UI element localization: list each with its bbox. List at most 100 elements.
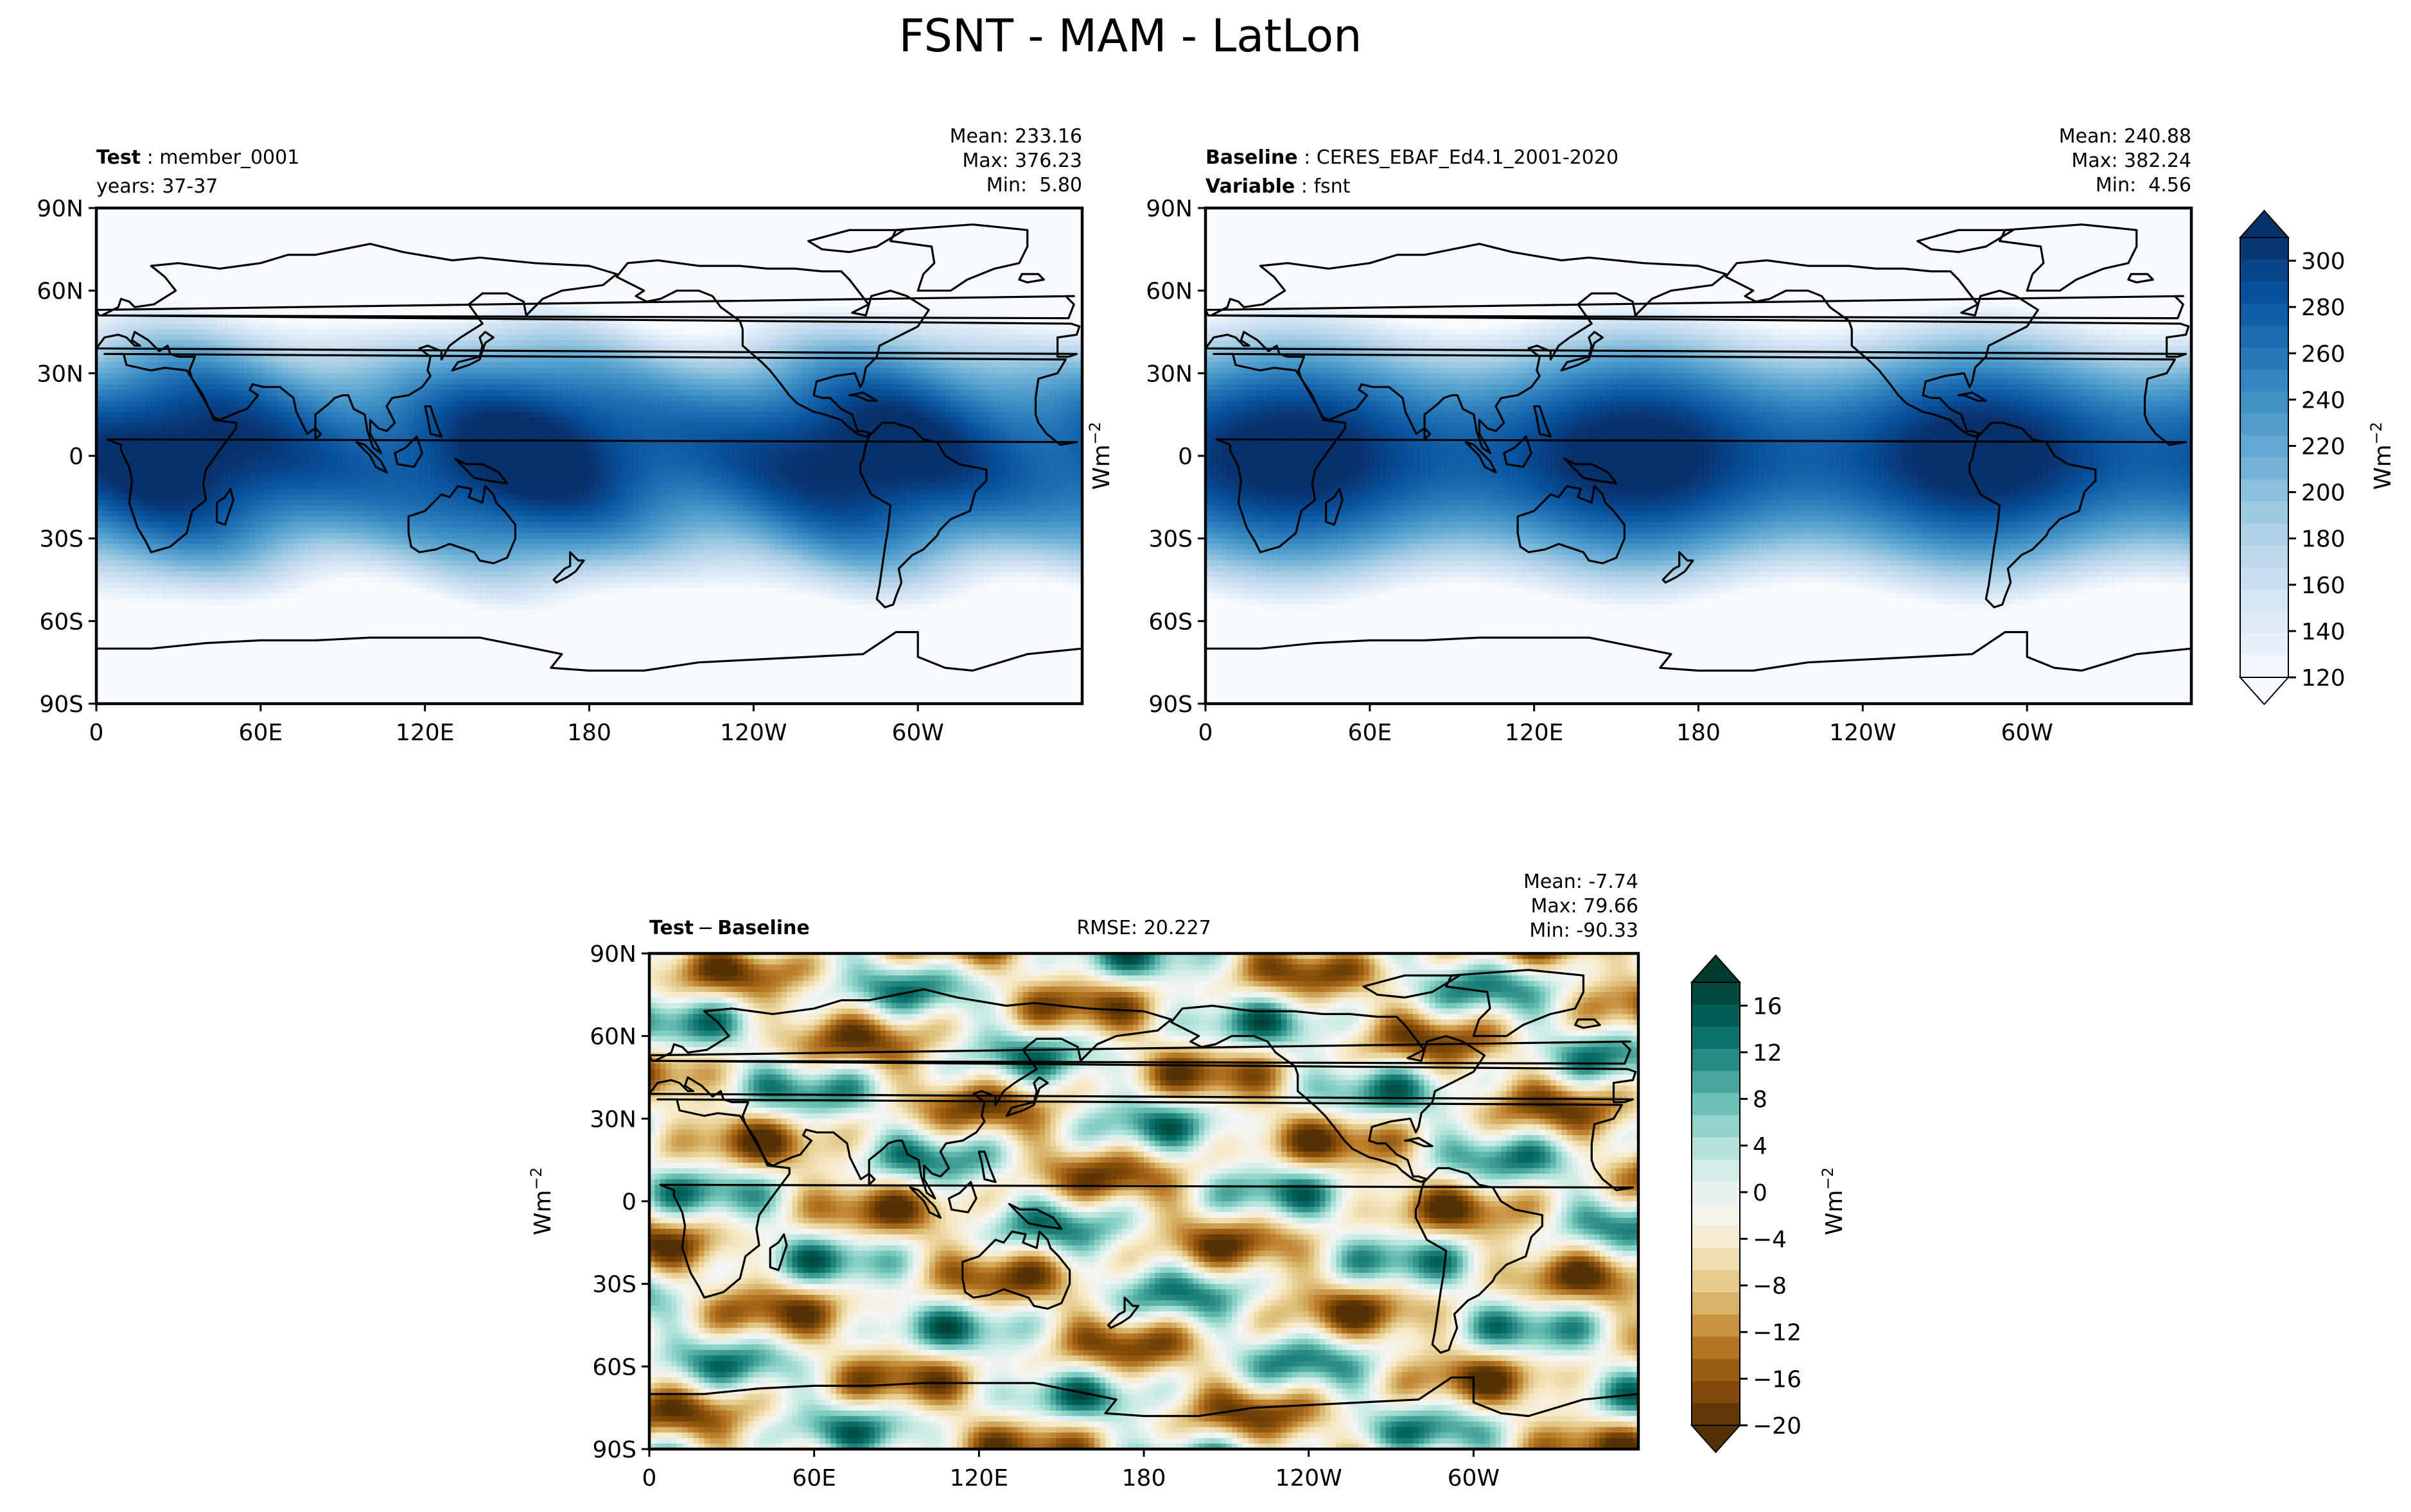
field-cell xyxy=(195,510,201,517)
field-cell xyxy=(299,241,305,247)
field-cell xyxy=(260,489,267,495)
field-cell xyxy=(359,307,365,313)
field-cell xyxy=(299,401,305,407)
field-cell xyxy=(123,621,130,627)
field-cell xyxy=(304,527,311,534)
field-cell xyxy=(227,494,234,501)
field-cell xyxy=(222,318,229,324)
field-cell xyxy=(244,296,250,302)
field-cell xyxy=(310,467,316,473)
field-cell xyxy=(233,638,240,644)
field-cell xyxy=(299,268,305,275)
field-cell xyxy=(162,587,168,595)
field-cell xyxy=(134,329,141,335)
field-cell xyxy=(386,345,393,352)
field-cell xyxy=(315,615,322,621)
field-cell xyxy=(255,428,261,435)
field-cell xyxy=(123,213,130,220)
field-cell xyxy=(315,593,322,600)
field-cell xyxy=(140,252,146,258)
field-cell xyxy=(260,324,267,330)
field-cell xyxy=(123,367,130,374)
field-cell xyxy=(337,560,344,567)
field-cell xyxy=(359,571,365,578)
field-cell xyxy=(266,467,272,473)
field-cell xyxy=(310,406,316,412)
field-cell xyxy=(227,318,234,324)
field-cell xyxy=(348,433,355,440)
field-cell xyxy=(238,555,245,561)
field-cell xyxy=(145,428,152,435)
field-cell xyxy=(282,406,289,412)
field-cell xyxy=(337,213,344,220)
field-cell xyxy=(288,235,294,242)
field-cell xyxy=(282,549,289,555)
field-cell xyxy=(173,290,179,297)
field-cell xyxy=(277,615,283,621)
field-cell xyxy=(359,384,365,390)
field-cell xyxy=(167,533,173,539)
field-cell xyxy=(238,296,245,302)
field-cell xyxy=(359,516,365,523)
field-cell xyxy=(255,373,261,379)
field-cell xyxy=(310,356,316,363)
field-cell xyxy=(123,208,130,214)
field-cell xyxy=(145,439,152,446)
field-cell xyxy=(375,467,382,473)
field-cell xyxy=(386,390,393,396)
field-cell xyxy=(162,582,168,589)
field-cell xyxy=(222,257,229,264)
field-cell xyxy=(299,247,305,253)
panel-test: Test : member_0001 years: 37-37 Mean: 23… xyxy=(37,125,1084,746)
field-cell xyxy=(162,450,168,456)
field-cell xyxy=(282,483,289,490)
field-cell xyxy=(101,401,108,407)
field-cell xyxy=(310,521,316,528)
field-cell xyxy=(222,356,229,363)
field-cell xyxy=(299,582,305,589)
field-cell xyxy=(398,285,404,291)
field-cell xyxy=(134,615,141,621)
field-cell xyxy=(277,301,283,308)
field-cell xyxy=(123,247,130,253)
field-cell xyxy=(348,335,355,341)
field-cell xyxy=(310,373,316,379)
field-cell xyxy=(353,505,360,512)
field-cell xyxy=(189,235,196,242)
field-cell xyxy=(331,412,338,418)
field-cell xyxy=(398,367,404,374)
field-cell xyxy=(299,412,305,418)
field-cell xyxy=(107,571,114,578)
field-cell xyxy=(353,285,360,291)
field-cell xyxy=(260,230,267,236)
field-cell xyxy=(315,208,322,214)
field-cell xyxy=(288,494,294,501)
field-cell xyxy=(392,593,398,600)
field-cell xyxy=(277,367,283,374)
field-cell xyxy=(195,533,201,539)
field-cell xyxy=(353,208,360,214)
field-cell xyxy=(162,489,168,495)
field-cell xyxy=(315,224,322,230)
field-cell xyxy=(348,235,355,242)
field-cell xyxy=(96,456,103,462)
field-cell xyxy=(211,384,218,390)
field-cell xyxy=(310,483,316,490)
field-cell xyxy=(364,356,371,363)
field-cell xyxy=(211,422,218,429)
field-cell xyxy=(386,433,393,440)
field-cell xyxy=(238,533,245,539)
field-cell xyxy=(310,384,316,390)
field-cell xyxy=(392,626,398,633)
field-cell xyxy=(370,626,376,633)
field-cell xyxy=(134,274,141,281)
field-cell xyxy=(189,604,196,611)
field-cell xyxy=(294,367,300,374)
field-cell xyxy=(299,390,305,396)
field-cell xyxy=(167,593,173,600)
field-cell xyxy=(134,406,141,412)
field-cell xyxy=(277,219,283,225)
field-cell xyxy=(342,417,349,424)
field-cell xyxy=(167,494,173,501)
field-cell xyxy=(145,373,152,379)
